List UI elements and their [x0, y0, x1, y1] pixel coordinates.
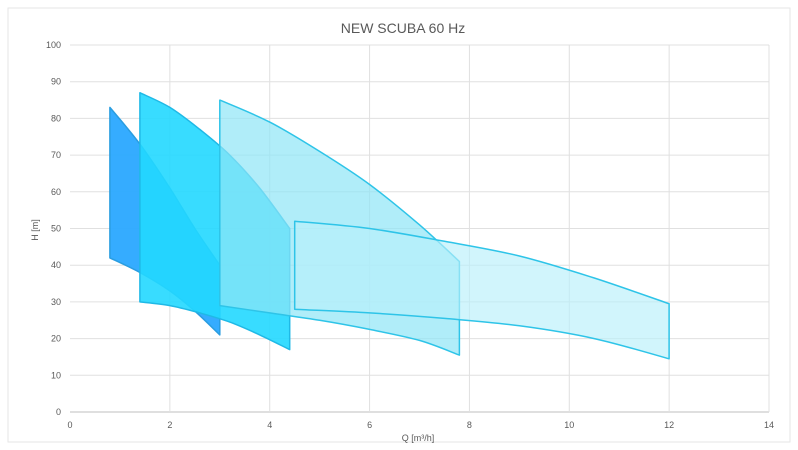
y-tick-label: 50: [51, 224, 61, 234]
y-tick-label: 40: [51, 260, 61, 270]
x-axis-label: Q [m³/h]: [402, 433, 435, 443]
y-tick-label: 90: [51, 77, 61, 87]
y-tick-label: 80: [51, 113, 61, 123]
y-tick-label: 100: [46, 40, 61, 50]
y-tick-label: 20: [51, 334, 61, 344]
x-tick-label: 14: [764, 420, 774, 430]
y-tick-label: 60: [51, 187, 61, 197]
y-tick-label: 0: [56, 407, 61, 417]
x-tick-label: 8: [467, 420, 472, 430]
x-tick-label: 10: [564, 420, 574, 430]
y-tick-label: 10: [51, 370, 61, 380]
x-tick-label: 2: [167, 420, 172, 430]
y-tick-label: 70: [51, 150, 61, 160]
y-tick-label: 30: [51, 297, 61, 307]
pump-curve-area-4: [293, 220, 670, 360]
chart-title: NEW SCUBA 60 Hz: [341, 20, 465, 36]
x-tick-label: 12: [664, 420, 674, 430]
series-group: [109, 91, 670, 360]
x-tick-label: 6: [367, 420, 372, 430]
x-tick-label: 4: [267, 420, 272, 430]
tick-labels: 0 10 20 30 40 50 60 70 80 90 100 0 2 4 6 8 10 12 14: [46, 40, 774, 430]
y-axis-label: H [m]: [30, 219, 40, 241]
x-tick-label: 0: [67, 420, 72, 430]
